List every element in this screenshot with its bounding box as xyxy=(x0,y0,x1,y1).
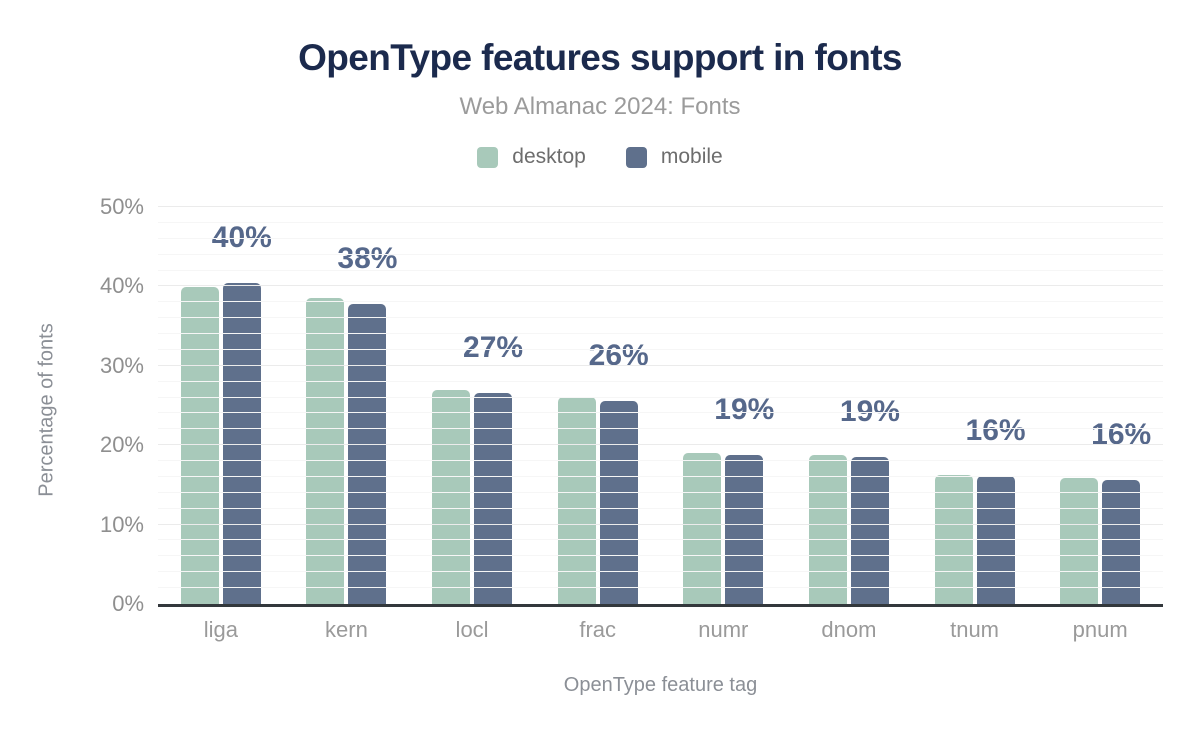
gridline xyxy=(158,253,1163,255)
chart-subtitle: Web Almanac 2024: Fonts xyxy=(459,93,741,120)
value-label-locl: 27% xyxy=(463,330,524,364)
gridline xyxy=(158,539,1163,541)
gridline xyxy=(158,444,1163,446)
bar-group-dnom: 19% dnom xyxy=(786,207,912,642)
bar-group-pnum: 16% pnum xyxy=(1037,207,1163,642)
legend-swatch-desktop xyxy=(477,146,499,168)
x-tick-label-locl: locl xyxy=(455,617,489,642)
gridline xyxy=(158,507,1163,509)
gridline xyxy=(158,301,1163,303)
bar-group-numr: 19% numr xyxy=(661,207,787,642)
bar-mobile-dnom xyxy=(850,457,889,604)
gridline xyxy=(158,206,1163,207)
x-tick-label-tnum: tnum xyxy=(950,617,1000,642)
bar-group-frac: 26% frac xyxy=(535,207,661,642)
x-tick-label-liga: liga xyxy=(203,617,238,642)
y-tick-label: 0% xyxy=(112,591,144,616)
gridline xyxy=(158,412,1163,414)
gridline xyxy=(158,348,1163,350)
gridline xyxy=(158,523,1163,525)
gridline xyxy=(158,587,1163,589)
gridline xyxy=(158,396,1163,398)
legend-label: mobile xyxy=(660,145,723,168)
bar-desktop-dnom xyxy=(808,454,847,604)
bar-desktop-pnum xyxy=(1060,477,1099,604)
gridline xyxy=(158,317,1163,319)
bar-groups: 40% liga 38% kern 27% locl 26% frac 19% numr 19% dn… xyxy=(158,207,1163,642)
gridline xyxy=(158,221,1163,223)
x-tick-label-pnum: pnum xyxy=(1072,617,1128,642)
bar-desktop-frac xyxy=(557,396,596,604)
legend-item-mobile: mobile xyxy=(625,145,723,169)
value-label-frac: 26% xyxy=(588,338,649,372)
bar-desktop-liga xyxy=(180,287,219,604)
bar-group-locl: 27% locl xyxy=(409,207,535,642)
gridline xyxy=(158,364,1163,366)
value-label-pnum: 16% xyxy=(1091,418,1152,452)
y-tick-label: 30% xyxy=(99,352,144,378)
value-label-kern: 38% xyxy=(337,241,398,275)
gridline xyxy=(158,428,1163,430)
bar-mobile-pnum xyxy=(1102,480,1141,604)
plot-area: 40% liga 38% kern 27% locl 26% frac 19% numr 19% dn… xyxy=(100,194,1163,696)
bar-mobile-locl xyxy=(474,392,513,604)
bar-mobile-frac xyxy=(599,400,638,604)
legend-swatch-mobile xyxy=(625,146,647,168)
bar-desktop-numr xyxy=(683,453,722,604)
bar-mobile-kern xyxy=(348,303,387,604)
y-tick-label: 50% xyxy=(99,194,144,219)
gridline xyxy=(158,460,1163,462)
y-tick-label: 10% xyxy=(99,511,144,537)
value-label-tnum: 16% xyxy=(965,414,1026,448)
gridline xyxy=(158,571,1163,573)
bar-desktop-kern xyxy=(306,298,345,604)
value-label-dnom: 19% xyxy=(839,395,900,429)
chart-title: OpenType features support in fonts xyxy=(298,37,902,78)
bar-group-kern: 38% kern xyxy=(284,207,410,642)
bar-group-liga: 40% liga xyxy=(158,207,284,642)
gridline xyxy=(158,269,1163,271)
gridline xyxy=(158,475,1163,477)
y-tick-label: 20% xyxy=(99,432,144,458)
legend-label: desktop xyxy=(512,145,586,168)
legend-item-desktop: desktop xyxy=(477,145,586,169)
gridline xyxy=(158,237,1163,239)
x-tick-label-kern: kern xyxy=(325,617,368,642)
gridline xyxy=(158,333,1163,335)
gridline xyxy=(158,285,1163,287)
x-axis-title: OpenType feature tag xyxy=(563,674,758,696)
gridline xyxy=(158,555,1163,557)
bar-mobile-numr xyxy=(725,454,764,604)
bar-group-tnum: 16% tnum xyxy=(912,207,1038,642)
value-label-numr: 19% xyxy=(714,392,775,426)
gridline xyxy=(158,380,1163,382)
bar-mobile-liga xyxy=(222,283,261,604)
gridline xyxy=(158,491,1163,493)
value-label-liga: 40% xyxy=(211,221,272,255)
x-tick-label-dnom: dnom xyxy=(821,617,877,642)
bar-desktop-tnum xyxy=(934,474,973,604)
x-tick-label-numr: numr xyxy=(698,617,749,642)
legend: desktop mobile xyxy=(0,145,1200,169)
y-tick-label: 40% xyxy=(99,273,144,299)
bar-desktop-locl xyxy=(432,390,471,604)
y-axis-title: Percentage of fonts xyxy=(35,323,58,497)
x-tick-label-frac: frac xyxy=(579,617,617,642)
